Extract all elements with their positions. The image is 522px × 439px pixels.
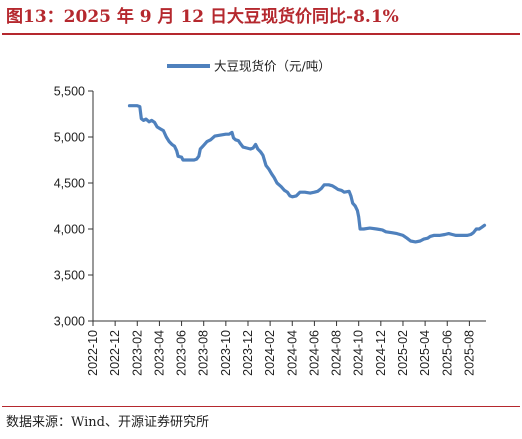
x-tick-label: 2023-02 xyxy=(130,330,144,376)
x-tick-label: 2023-06 xyxy=(175,330,189,376)
title-rule xyxy=(2,33,520,35)
footer-rule xyxy=(2,406,520,407)
x-tick-label: 2024-08 xyxy=(330,330,344,376)
series-line xyxy=(127,104,487,244)
x-tick-label: 2025-04 xyxy=(418,330,432,376)
x-tick-label: 2025-06 xyxy=(440,330,454,376)
y-tick-label: 3,500 xyxy=(54,269,85,283)
x-tick-label: 2022-12 xyxy=(108,330,122,376)
x-axis: 2022-10 2022-12 2023-02 2023-04 2023-06 2023-… xyxy=(86,320,486,376)
source-note: 数据来源：Wind、开源证券研究所 xyxy=(6,415,209,430)
y-tick-label: 5,500 xyxy=(54,85,85,99)
x-tick-label: 2023-12 xyxy=(241,330,255,376)
x-tick-label: 2024-02 xyxy=(263,330,277,376)
y-axis: 3,000 3,500 4,000 4,500 5,000 5,500 xyxy=(54,85,94,329)
legend: 大豆现货价（元/吨） xyxy=(167,59,331,74)
x-tick-label: 2024-10 xyxy=(352,330,366,376)
x-tick-label: 2024-04 xyxy=(285,330,299,376)
x-tick-label: 2025-08 xyxy=(462,330,476,376)
legend-label: 大豆现货价（元/吨） xyxy=(214,59,331,74)
y-tick-label: 4,000 xyxy=(54,223,85,237)
x-tick-label: 2025-02 xyxy=(396,330,410,376)
x-tick-label: 2022-10 xyxy=(86,330,100,376)
x-tick-label: 2024-12 xyxy=(374,330,388,376)
x-tick-label: 2023-04 xyxy=(152,330,166,376)
x-tick-label: 2023-08 xyxy=(197,330,211,376)
y-tick-label: 4,500 xyxy=(54,177,85,191)
line-chart: 大豆现货价（元/吨） 3,000 3,500 4,000 4,500 5,000 5,50… xyxy=(54,59,487,376)
figure-title: 图13：2025 年 9 月 12 日大豆现货价同比-8.1% xyxy=(6,7,399,27)
y-tick-label: 5,000 xyxy=(54,131,85,145)
x-tick-label: 2023-10 xyxy=(219,330,233,376)
y-tick-label: 3,000 xyxy=(54,315,85,329)
x-tick-label: 2024-06 xyxy=(307,330,321,376)
